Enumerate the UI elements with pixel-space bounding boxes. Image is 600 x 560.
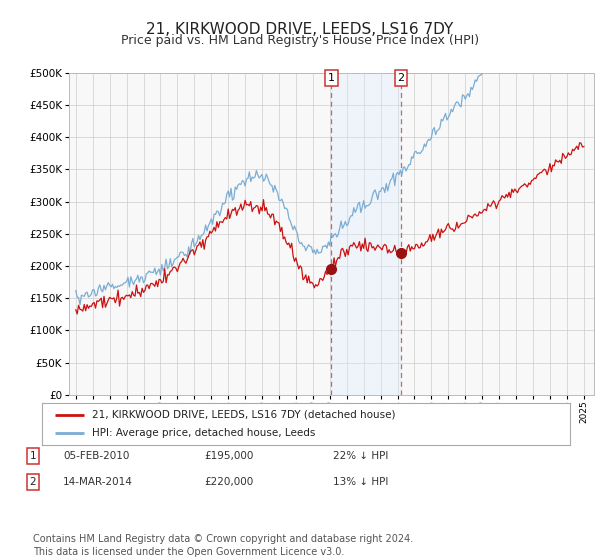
Bar	[331, 73, 401, 395]
Text: 21, KIRKWOOD DRIVE, LEEDS, LS16 7DY (detached house): 21, KIRKWOOD DRIVE, LEEDS, LS16 7DY (det…	[92, 410, 395, 420]
Text: 05-FEB-2010: 05-FEB-2010	[63, 451, 130, 461]
Text: 21, KIRKWOOD DRIVE, LEEDS, LS16 7DY: 21, KIRKWOOD DRIVE, LEEDS, LS16 7DY	[146, 22, 454, 38]
Text: 13% ↓ HPI: 13% ↓ HPI	[333, 477, 388, 487]
Text: 2: 2	[397, 73, 404, 83]
Text: 1: 1	[29, 451, 37, 461]
Text: Price paid vs. HM Land Registry's House Price Index (HPI): Price paid vs. HM Land Registry's House …	[121, 34, 479, 46]
Text: £220,000: £220,000	[204, 477, 253, 487]
Text: 14-MAR-2014: 14-MAR-2014	[63, 477, 133, 487]
Text: 22% ↓ HPI: 22% ↓ HPI	[333, 451, 388, 461]
Text: £195,000: £195,000	[204, 451, 253, 461]
Text: 2: 2	[29, 477, 37, 487]
Text: 1: 1	[328, 73, 335, 83]
Text: Contains HM Land Registry data © Crown copyright and database right 2024.
This d: Contains HM Land Registry data © Crown c…	[33, 534, 413, 557]
Text: HPI: Average price, detached house, Leeds: HPI: Average price, detached house, Leed…	[92, 428, 316, 438]
